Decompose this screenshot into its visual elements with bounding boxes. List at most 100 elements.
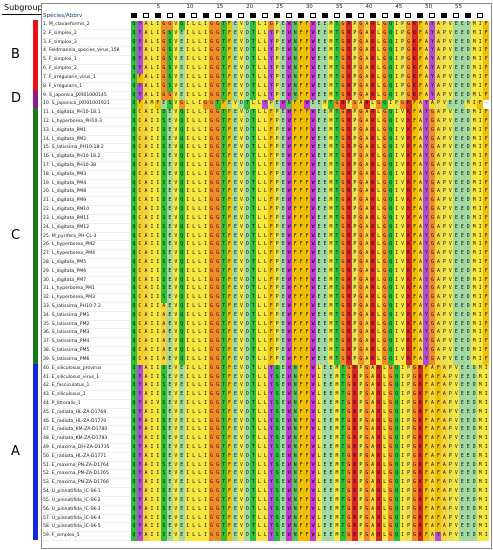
residue-cell: E bbox=[459, 73, 466, 83]
residue-cell: V bbox=[172, 214, 179, 224]
residue-cell: T bbox=[220, 347, 227, 356]
residue-cell: F bbox=[304, 303, 311, 312]
residue-cell: F bbox=[292, 126, 299, 136]
residue-cell: G bbox=[339, 329, 346, 339]
residue-cell: Y bbox=[268, 73, 275, 83]
residue-cell: I bbox=[148, 338, 155, 348]
residue-cell: Q bbox=[131, 496, 137, 506]
residue-cell: E bbox=[178, 452, 185, 462]
residue-cell: V bbox=[399, 232, 406, 242]
residue-cell: T bbox=[339, 452, 346, 462]
residue-cell: Y bbox=[268, 470, 275, 480]
ruler-marker bbox=[441, 13, 448, 18]
residue-cell: L bbox=[375, 162, 382, 171]
residue-cell: E bbox=[280, 470, 287, 480]
residue-cell: L bbox=[375, 47, 382, 57]
residue-cell: R bbox=[369, 144, 376, 154]
residue-cell: K bbox=[417, 505, 424, 515]
residue-cell: F bbox=[226, 29, 233, 39]
residue-cell: Q bbox=[131, 320, 137, 330]
residue-cell: A bbox=[417, 135, 424, 145]
residue-cell: Q bbox=[387, 117, 394, 127]
residue-cell: F bbox=[411, 267, 418, 277]
residue-cell: G bbox=[214, 373, 221, 383]
residue-cell: G bbox=[214, 347, 221, 356]
residue-cell: E bbox=[453, 329, 460, 339]
ruler-tick: 5 bbox=[156, 4, 161, 10]
residue-cell: V bbox=[172, 294, 179, 303]
residue-cell: E bbox=[232, 311, 239, 321]
residue-cell: F bbox=[268, 329, 275, 339]
residue-cell: F bbox=[435, 399, 442, 409]
residue-cell: E bbox=[178, 426, 185, 436]
residue-cell: P bbox=[441, 47, 448, 57]
residue-cell: A bbox=[363, 329, 370, 339]
residue-cell: I bbox=[148, 214, 155, 224]
residue-cell: Y bbox=[429, 56, 436, 66]
residue-cell: R bbox=[369, 73, 376, 83]
residue-cell: A bbox=[142, 373, 149, 383]
residue-cell: E bbox=[459, 250, 466, 259]
residue-cell: A bbox=[142, 285, 149, 295]
residue-cell: K bbox=[405, 311, 412, 321]
residue-cell: Q bbox=[178, 117, 185, 127]
residue-cell: C bbox=[136, 109, 143, 118]
residue-cell: V bbox=[453, 373, 460, 383]
residue-cell: M bbox=[327, 347, 334, 356]
residue-cell: L bbox=[190, 267, 197, 277]
residue-cell: F bbox=[435, 514, 442, 524]
residue-cell: E bbox=[459, 144, 466, 154]
residue-cell: L bbox=[196, 303, 203, 312]
residue-cell: I bbox=[202, 373, 209, 383]
residue-cell: E bbox=[232, 153, 239, 162]
residue-cell: D bbox=[465, 170, 472, 180]
residue-cell: P bbox=[405, 523, 412, 533]
residue-cell: D bbox=[465, 232, 472, 242]
sequence-name: 35. S_latissima_PM2 bbox=[43, 321, 130, 330]
residue-cell: E bbox=[453, 294, 460, 303]
residue-cell: I bbox=[483, 532, 490, 541]
residue-cell: F bbox=[411, 126, 418, 136]
residue-cell: A bbox=[160, 338, 167, 348]
residue-cell: I bbox=[148, 267, 155, 277]
residue-cell: F bbox=[304, 347, 311, 356]
residue-cell: E bbox=[178, 479, 185, 489]
residue-cell: L bbox=[262, 444, 269, 453]
residue-cell: Q bbox=[393, 426, 400, 436]
residue-cell: R bbox=[369, 197, 376, 207]
residue-cell: A bbox=[435, 329, 442, 339]
residue-cell: L bbox=[256, 347, 263, 356]
residue-cell: V bbox=[447, 188, 454, 198]
residue-cell: T bbox=[333, 170, 340, 180]
residue-cell: P bbox=[405, 514, 412, 524]
residue-cell: Y bbox=[429, 38, 436, 48]
residue-cell: V bbox=[238, 364, 245, 374]
residue-cell: Q bbox=[393, 391, 400, 400]
residue-cell: G bbox=[208, 303, 215, 312]
residue-cell: I bbox=[477, 65, 484, 74]
residue-cell: F bbox=[298, 505, 305, 515]
residue-cell: F bbox=[483, 355, 490, 365]
residue-cell: I bbox=[399, 426, 406, 436]
residue-cell: I bbox=[399, 408, 406, 418]
residue-cell: E bbox=[166, 382, 173, 392]
residue-cell: L bbox=[190, 444, 197, 453]
residue-cell: E bbox=[280, 426, 287, 436]
residue-cell: V bbox=[399, 206, 406, 215]
residue-cell: E bbox=[316, 188, 322, 198]
residue-cell: F bbox=[292, 135, 299, 145]
residue-cell: F bbox=[483, 91, 490, 101]
residue-cell: G bbox=[160, 91, 167, 101]
residue-cell: W bbox=[286, 303, 293, 312]
residue-cell: F bbox=[483, 250, 490, 259]
residue-cell: F bbox=[304, 320, 311, 330]
residue-cell: K bbox=[405, 241, 412, 251]
residue-cell: M bbox=[327, 320, 334, 330]
residue-cell: F bbox=[304, 214, 311, 224]
residue-cell: G bbox=[345, 505, 352, 515]
residue-cell: I bbox=[148, 373, 155, 383]
